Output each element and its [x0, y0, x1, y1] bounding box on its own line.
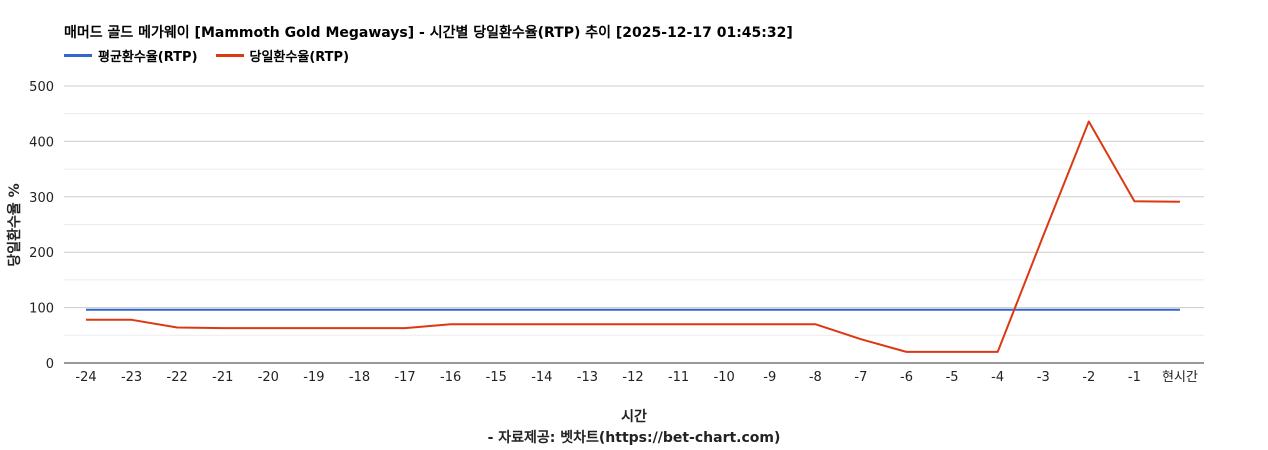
- series-line-daily-rtp[interactable]: [86, 120, 1181, 353]
- x-tick-label: -21: [212, 370, 233, 385]
- x-tick-label: -19: [303, 370, 324, 385]
- x-tick-label: -14: [531, 370, 552, 385]
- source-credit: - 자료제공: 벳차트(https://bet-chart.com): [488, 429, 781, 446]
- y-tick-label: 400: [29, 135, 54, 150]
- x-tick-label: -12: [622, 370, 643, 385]
- legend-swatch-daily-rtp: [215, 54, 244, 57]
- legend-item-daily-rtp[interactable]: 당일환수율(RTP): [215, 46, 350, 65]
- x-tick-label: -7: [854, 370, 867, 385]
- x-tick-label: -18: [349, 370, 370, 385]
- legend-swatch-avg-rtp: [64, 54, 92, 57]
- x-tick-label: -2: [1082, 370, 1095, 385]
- x-tick-label: -23: [121, 370, 142, 385]
- x-tick-label: -16: [440, 370, 461, 385]
- y-tick-label: 0: [46, 357, 54, 372]
- x-tick-label: -3: [1037, 370, 1050, 385]
- y-tick-label: 100: [29, 302, 54, 317]
- x-tick-label: -10: [714, 370, 735, 385]
- x-tick-label: -17: [394, 370, 415, 385]
- x-tick-label: -9: [763, 370, 776, 385]
- chart-title: 매머드 골드 메가웨이 [Mammoth Gold Megaways] - 시간…: [64, 25, 793, 41]
- y-axis-title: 당일환수율 %: [6, 183, 23, 266]
- x-tick-label: -20: [258, 370, 279, 385]
- series-lines: [86, 120, 1181, 353]
- x-tick-label: -13: [577, 370, 598, 385]
- x-tick-label: -11: [668, 370, 689, 385]
- y-tick-label: 300: [29, 191, 54, 206]
- x-axis-title: 시간: [621, 408, 647, 425]
- x-tick-label: -24: [75, 370, 96, 385]
- legend: 평균환수율(RTP) 당일환수율(RTP): [64, 46, 367, 65]
- x-ticks: -24 -23 -22 -21 -20 -19 -18 -17 -16 -15 -14 -13 -12 -…: [75, 370, 1198, 385]
- y-ticks: 0 100 200 300 400 500: [29, 80, 54, 372]
- x-tick-label: -4: [991, 370, 1004, 385]
- x-tick-label: -5: [946, 370, 959, 385]
- x-tick-label: -6: [900, 370, 913, 385]
- y-tick-label: 500: [29, 80, 54, 95]
- x-tick-label: -1: [1128, 370, 1141, 385]
- x-tick-label: -8: [809, 370, 822, 385]
- legend-item-avg-rtp[interactable]: 평균환수율(RTP): [64, 46, 198, 65]
- legend-label-daily-rtp: 당일환수율(RTP): [249, 50, 350, 65]
- y-tick-label: 200: [29, 246, 54, 261]
- x-tick-label: -22: [167, 370, 188, 385]
- x-tick-label: 현시간: [1162, 370, 1198, 385]
- grid: [64, 85, 1204, 364]
- legend-label-avg-rtp: 평균환수율(RTP): [98, 50, 198, 65]
- x-tick-label: -15: [486, 370, 507, 385]
